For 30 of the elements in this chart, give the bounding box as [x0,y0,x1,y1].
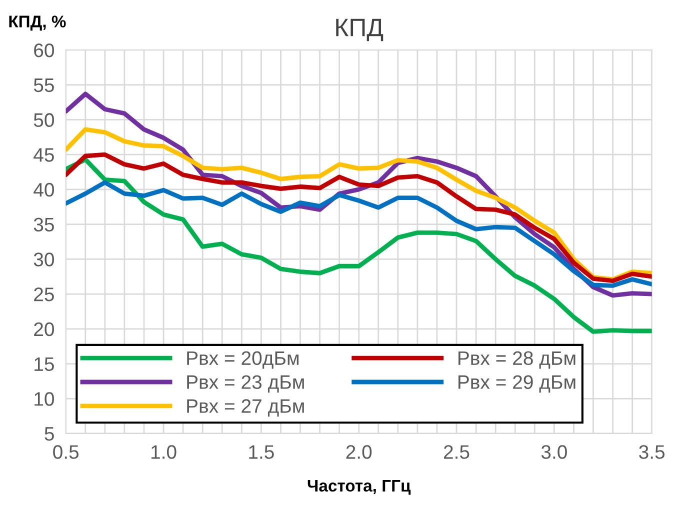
y-tick-label: 45 [34,148,54,162]
y-tick-label: 20 [34,322,54,336]
y-tick-label: 50 [34,113,54,127]
y-tick-label: 60 [34,43,54,58]
chart-title: КПД [336,18,384,42]
line-series [66,180,652,288]
y-tick-label: 30 [34,252,54,266]
legend-label: Pвх = 28 дБм [458,351,576,369]
x-tick-label: 2.5 [444,445,470,459]
y-tick-label: 15 [34,357,54,372]
y-axis-title: КПД, % [9,16,66,31]
x-tick-label: 2.0 [346,445,372,459]
y-tick-label: 55 [34,78,54,92]
legend-label: Pвх = 23 дБм [187,375,304,393]
legend-label: Pвх = 29 дБм [458,375,576,393]
x-tick-label: 1.5 [249,445,274,459]
legend-label: Pвх = 27 дБм [187,399,304,417]
x-tick-label: 3.5 [639,445,665,459]
legend-label: Pвх = 20дБм [187,351,299,369]
x-tick-label: 3.0 [541,445,567,459]
y-tick-label: 25 [34,288,54,302]
x-axis-title: Частота, ГГц [308,480,411,495]
y-tick-label: 5 [44,427,54,441]
line-series [66,157,652,334]
y-tick-label: 35 [34,218,54,232]
y-tick-label: 40 [34,182,54,197]
line-series [66,152,652,284]
y-tick-label: 10 [34,392,54,406]
x-tick-label: 0.5 [53,445,79,459]
x-tick-label: 1.0 [151,445,176,459]
